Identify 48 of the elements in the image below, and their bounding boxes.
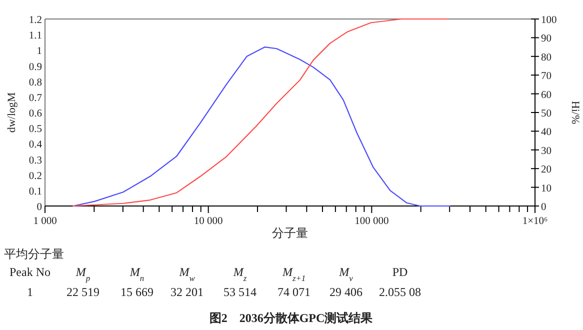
x-tick-label: 100 000 — [354, 216, 389, 227]
y-tick-label: 0.4 — [28, 140, 43, 151]
text: M$_{v}$ — [338, 265, 354, 282]
text: M$_{p}$ — [74, 265, 90, 282]
y-tick-label: 0.8 — [28, 77, 42, 88]
y-tick-label: 0.6 — [28, 108, 42, 120]
y2-tick-label: 70 — [541, 71, 552, 82]
text: M$_{w}$ — [178, 265, 196, 282]
caption: 图2 2036分散体GPC测试结果 — [209, 311, 374, 325]
y2-tick-label: 80 — [541, 52, 552, 64]
y2-axis-title: Hi/% — [569, 100, 581, 124]
y-tick-label: 1 — [36, 46, 42, 58]
x-tick-label: 10 000 — [194, 216, 223, 227]
text: 29 406 — [330, 285, 362, 299]
y2-tick-label: 40 — [541, 127, 552, 138]
y-tick-label: 0.1 — [28, 186, 42, 198]
x-tick-label: 1×10⁶ — [522, 216, 548, 227]
text: 15 669 — [120, 285, 154, 299]
y-tick-label: 1.2 — [28, 15, 42, 26]
text: PD — [392, 265, 408, 279]
text: M$_{n}$ — [128, 265, 144, 282]
y2-tick-label: 60 — [541, 90, 552, 101]
y-tick-label: 0.3 — [28, 155, 42, 166]
x-axis-title: 分子量 — [272, 226, 308, 240]
y-tick-label: 0 — [36, 202, 42, 213]
y2-tick-label: 10 — [541, 183, 552, 194]
text: 2.055 08 — [379, 285, 421, 299]
y2-tick-label: 90 — [541, 34, 552, 45]
y-tick-label: 0.7 — [28, 92, 42, 104]
text: 22 519 — [66, 285, 100, 299]
text: 平均分子量 — [4, 247, 64, 261]
y2-tick-label: 30 — [541, 146, 552, 157]
text: 32 201 — [170, 285, 204, 299]
y2-tick-label: 100 — [541, 15, 557, 26]
text: M$_{z}$ — [232, 265, 248, 282]
text: 53 514 — [224, 285, 256, 299]
text: M$_{z+1}$ — [281, 265, 306, 282]
y2-tick-label: 20 — [541, 164, 552, 176]
y2-tick-label: 50 — [541, 108, 552, 120]
y-tick-label: 1.1 — [28, 30, 42, 42]
text: Peak No — [10, 265, 50, 279]
y-tick-label: 0.2 — [28, 170, 42, 182]
y-tick-label: 0.9 — [28, 62, 42, 73]
text: 74 071 — [278, 285, 310, 299]
y-axis-title: dw/logM — [6, 92, 18, 133]
y2-tick-label: 0 — [541, 202, 546, 213]
x-tick-label: 1 000 — [33, 216, 57, 227]
y-tick-label: 0.5 — [28, 124, 42, 136]
